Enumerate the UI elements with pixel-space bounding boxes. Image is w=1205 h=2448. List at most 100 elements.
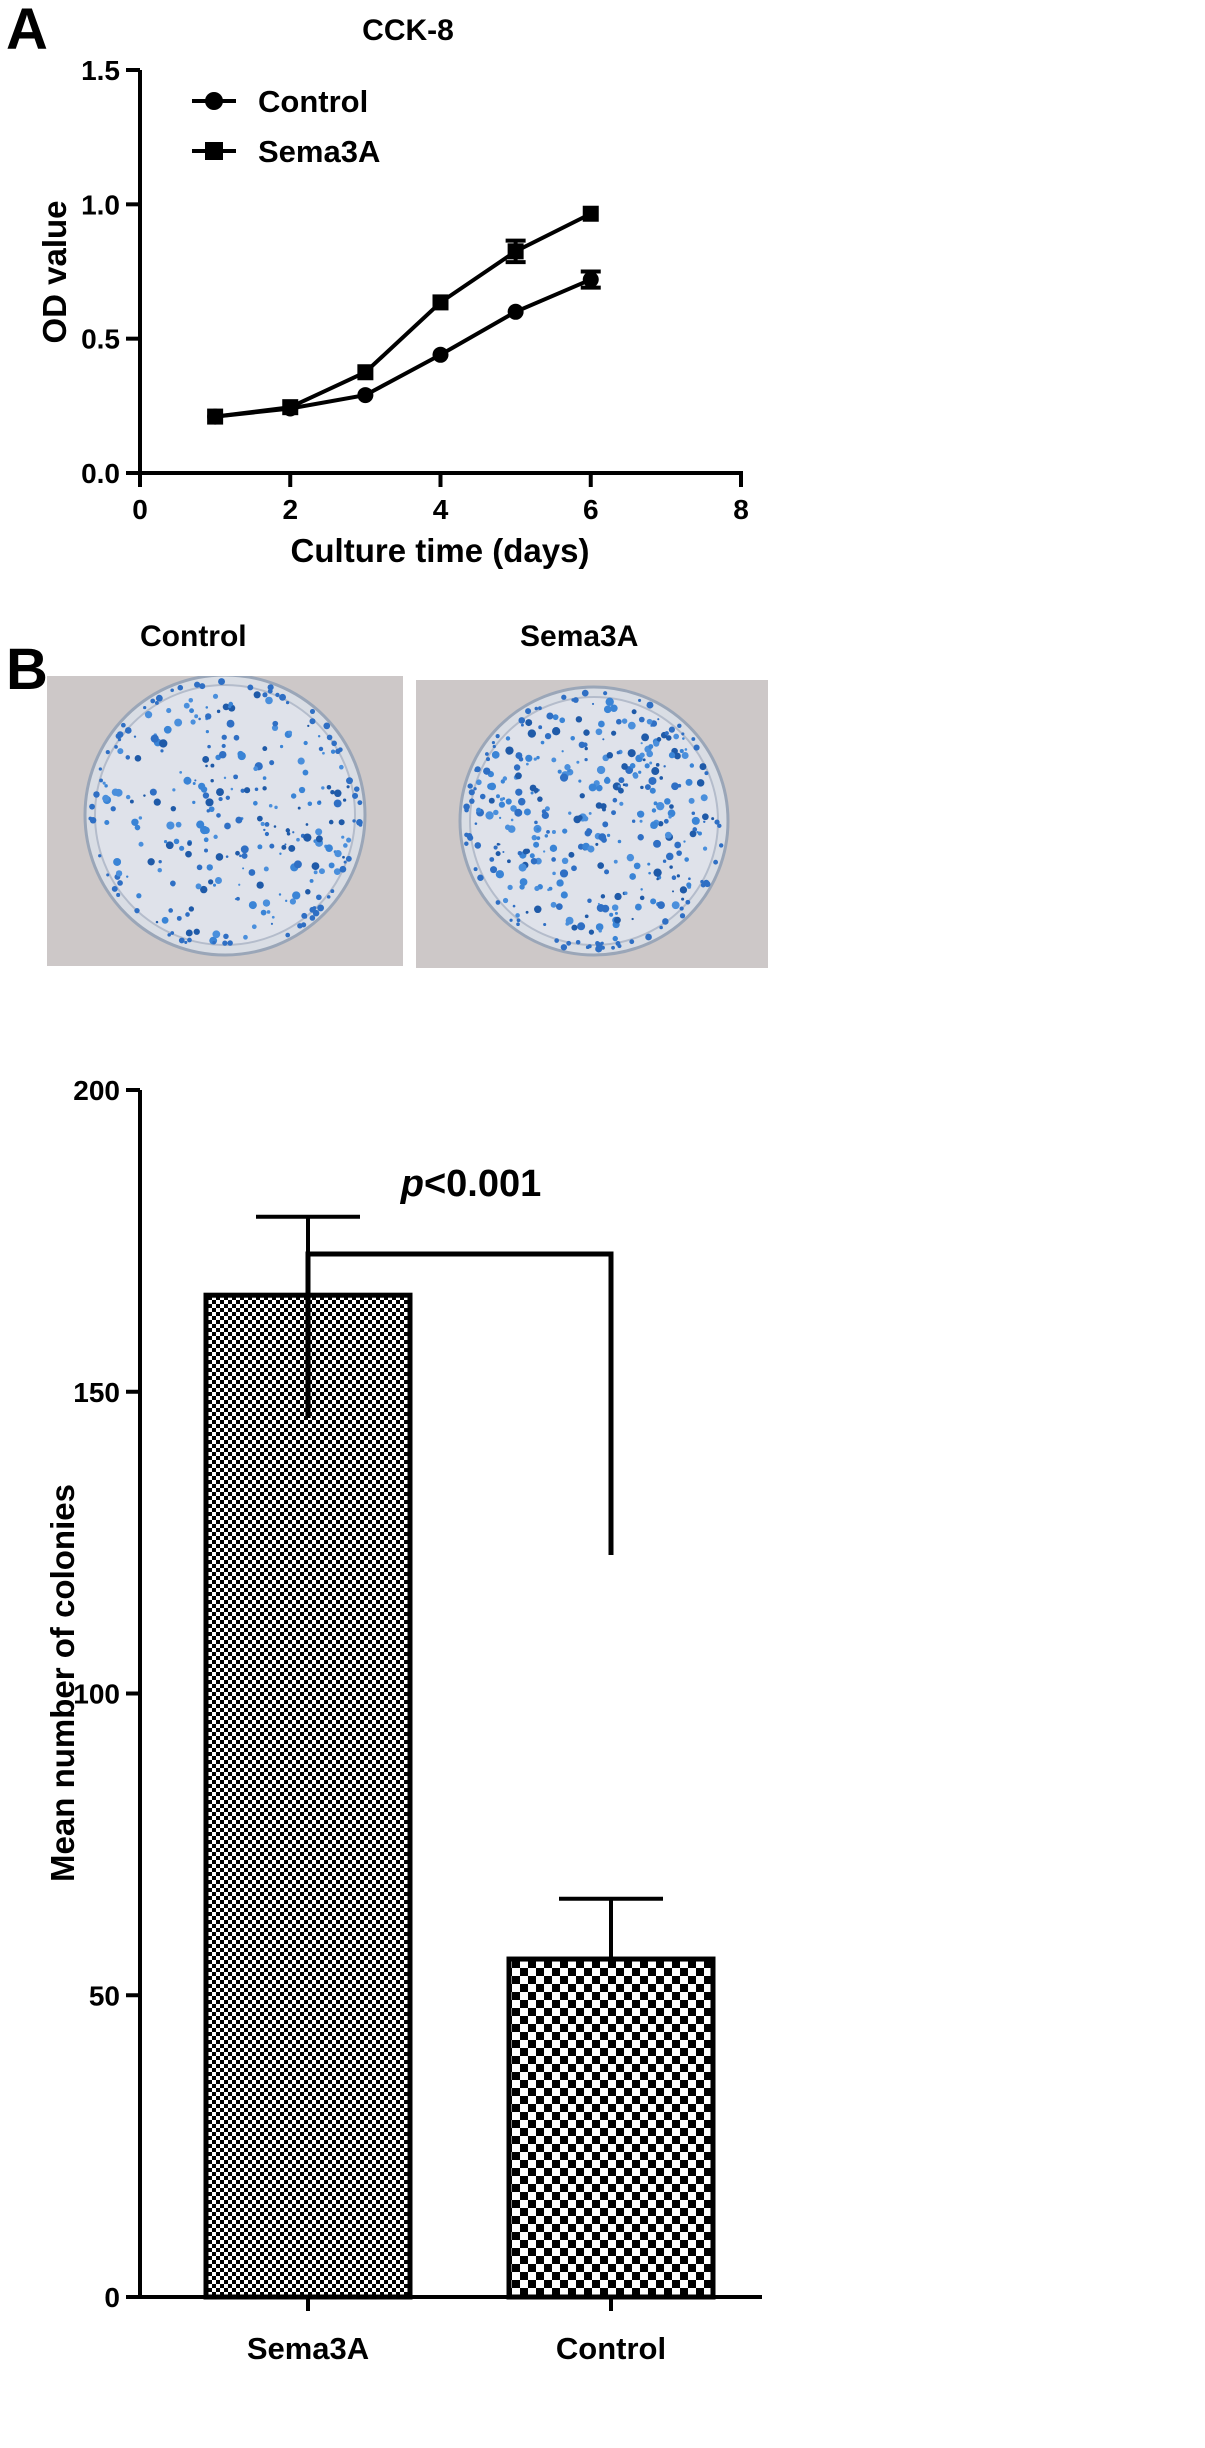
colony-dot: [358, 823, 363, 827]
colony-dot: [679, 886, 688, 894]
colony-dot: [576, 760, 580, 764]
colony-dot: [279, 852, 282, 855]
colony-dot: [598, 720, 605, 728]
colony-dot: [170, 805, 177, 812]
colony-dot: [215, 853, 224, 861]
colony-dot: [595, 945, 603, 953]
colony-dot: [538, 725, 543, 730]
colony-dot: [527, 729, 537, 738]
colony-dot: [228, 705, 232, 709]
colony-dot: [328, 819, 334, 825]
colony-dot: [507, 884, 513, 891]
colony-dot: [330, 789, 335, 795]
colony-dot: [150, 734, 159, 743]
colony-dot: [677, 723, 682, 729]
colony-dot: [262, 692, 268, 698]
colony-dot: [667, 809, 676, 818]
colony-dot: [216, 709, 221, 714]
colony-dot: [240, 845, 249, 854]
colony-dot: [659, 776, 664, 780]
colony-dot: [134, 907, 140, 914]
colony-dot: [275, 692, 280, 698]
colony-dot: [509, 918, 513, 922]
colony-dot: [196, 820, 205, 829]
colony-dot: [176, 915, 182, 921]
colony-dot: [173, 838, 180, 845]
colony-dot: [248, 901, 257, 910]
chart-a-point-control: [357, 387, 374, 404]
colony-dot: [159, 739, 168, 748]
colony-dot: [525, 708, 532, 715]
colony-dot: [614, 911, 618, 915]
colony-dot: [297, 923, 303, 929]
colony-dot: [263, 828, 266, 832]
colony-dot: [321, 786, 325, 790]
colony-dot: [640, 888, 643, 891]
colony-dot: [155, 694, 163, 702]
colony-dot: [595, 802, 603, 809]
colony-dot: [611, 904, 619, 911]
colony-dot: [309, 915, 316, 921]
colony-dot: [588, 783, 597, 792]
colony-dot: [235, 850, 240, 856]
colony-dot: [714, 819, 720, 825]
colony-dot: [227, 940, 233, 946]
colony-dot: [550, 901, 557, 908]
colony-dot: [603, 705, 612, 714]
colony-dot: [554, 938, 559, 943]
chart-b-significance-value: <0.001: [424, 1163, 541, 1205]
colony-dot: [175, 821, 182, 828]
colony-dot: [311, 862, 320, 871]
chart-b-x-tick-label: Control: [556, 2331, 666, 2366]
colony-dot: [222, 940, 228, 946]
colony-dot: [568, 811, 572, 815]
colony-dot: [183, 776, 192, 785]
chart-a-x-tick-label: 8: [733, 494, 749, 525]
colony-dot: [517, 851, 522, 856]
colony-dot: [534, 820, 538, 825]
colony-dot: [651, 808, 657, 813]
colony-dot: [541, 811, 549, 820]
colony-dot: [89, 817, 97, 824]
colony-dot: [597, 862, 605, 869]
chart-a-y-tick-label: 1.0: [81, 189, 120, 220]
colony-dot: [224, 822, 231, 830]
colony-dot: [113, 857, 122, 866]
colony-dot: [129, 799, 134, 804]
colony-dot: [333, 799, 342, 808]
colony-dot: [505, 798, 512, 805]
colony-dot: [485, 757, 491, 762]
chart-a-x-tick-label: 6: [583, 494, 599, 525]
colony-dot: [212, 693, 219, 699]
colony-dot: [640, 742, 643, 745]
plate-inner: [94, 684, 356, 946]
colony-dot: [208, 879, 214, 885]
colony-dot: [518, 863, 527, 872]
colony-dot: [626, 853, 635, 862]
colony-dot: [233, 774, 239, 780]
colony-dot: [488, 782, 497, 791]
chart-b-significance-label: p<0.001: [400, 1163, 542, 1205]
colony-dot: [629, 939, 635, 945]
colony-dot: [624, 783, 629, 787]
chart-b-y-tick-label: 100: [73, 1679, 120, 1710]
colony-dot: [617, 787, 624, 794]
colony-dot: [657, 718, 660, 721]
colony-dot: [195, 883, 202, 890]
colony-dot: [292, 831, 295, 834]
colony-dot: [266, 910, 271, 914]
colony-dot: [353, 786, 360, 792]
colony-dot: [194, 681, 201, 688]
colony-dot: [474, 842, 482, 849]
colony-dot: [124, 727, 132, 734]
colony-dot: [650, 898, 657, 905]
colony-dot: [203, 837, 209, 843]
chart-a-point-sema3a: [432, 294, 449, 311]
colony-dot: [575, 716, 583, 723]
colony-dot: [187, 841, 192, 846]
sema3a-plate-photo: [416, 680, 768, 968]
colony-dot: [345, 855, 352, 862]
chart-a-point-sema3a: [507, 243, 524, 260]
colony-dot: [685, 778, 693, 786]
colony-dot: [210, 779, 214, 783]
